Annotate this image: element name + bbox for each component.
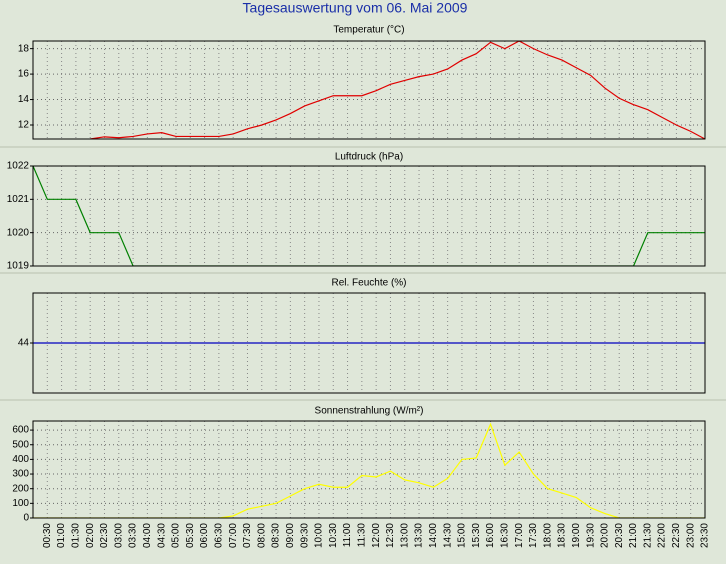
y-tick-label: 44 bbox=[18, 338, 30, 349]
x-tick-label: 07:00 bbox=[228, 523, 239, 548]
x-tick-label: 20:00 bbox=[600, 523, 611, 548]
x-tick-label: 19:00 bbox=[571, 523, 582, 548]
x-tick-label: 04:30 bbox=[156, 523, 167, 548]
x-tick-label: 10:00 bbox=[314, 523, 325, 548]
x-tick-label: 23:30 bbox=[700, 523, 711, 548]
y-tick-label: 18 bbox=[18, 43, 30, 54]
x-tick-label: 16:00 bbox=[485, 523, 496, 548]
x-tick-label: 14:30 bbox=[442, 523, 453, 548]
x-tick-label: 03:00 bbox=[113, 523, 124, 548]
y-tick-label: 0 bbox=[23, 513, 29, 524]
x-tick-label: 05:00 bbox=[171, 523, 182, 548]
plot-border bbox=[32, 165, 706, 267]
panel-title: Sonnenstrahlung (W/m²) bbox=[315, 406, 424, 417]
x-tick-label: 03:30 bbox=[128, 523, 139, 548]
x-tick-label: 17:00 bbox=[514, 523, 525, 548]
x-tick-label: 09:00 bbox=[285, 523, 296, 548]
x-tick-label: 22:30 bbox=[671, 523, 682, 548]
x-tick-label: 06:00 bbox=[199, 523, 210, 548]
y-tick-label: 16 bbox=[18, 69, 30, 80]
x-tick-label: 12:30 bbox=[385, 523, 396, 548]
panel-title: Temperatur (°C) bbox=[333, 25, 404, 36]
x-tick-label: 10:30 bbox=[328, 523, 339, 548]
y-tick-label: 14 bbox=[18, 94, 30, 105]
x-tick-label: 01:30 bbox=[71, 523, 82, 548]
x-tick-label: 04:00 bbox=[142, 523, 153, 548]
panel-title: Rel. Feuchte (%) bbox=[331, 278, 406, 289]
x-tick-label: 02:30 bbox=[99, 523, 110, 548]
x-tick-label: 01:00 bbox=[56, 523, 67, 548]
y-tick-label: 1022 bbox=[7, 161, 30, 172]
x-tick-label: 20:30 bbox=[614, 523, 625, 548]
page-title: Tagesauswertung vom 06. Mai 2009 bbox=[243, 0, 468, 16]
y-tick-label: 1021 bbox=[7, 194, 30, 205]
x-tick-label: 08:00 bbox=[256, 523, 267, 548]
x-tick-label: 17:30 bbox=[528, 523, 539, 548]
y-tick-label: 200 bbox=[12, 483, 29, 494]
plot-area bbox=[33, 41, 705, 139]
x-tick-label: 13:00 bbox=[399, 523, 410, 548]
x-tick-label: 21:00 bbox=[628, 523, 639, 548]
y-tick-label: 12 bbox=[18, 120, 30, 131]
x-tick-label: 18:30 bbox=[557, 523, 568, 548]
x-tick-label: 05:30 bbox=[185, 523, 196, 548]
x-tick-label: 06:30 bbox=[214, 523, 225, 548]
plot-border bbox=[32, 40, 706, 140]
x-tick-label: 23:00 bbox=[685, 523, 696, 548]
x-tick-label: 02:00 bbox=[85, 523, 96, 548]
y-tick-label: 500 bbox=[12, 439, 29, 450]
y-tick-label: 300 bbox=[12, 469, 29, 480]
y-tick-label: 1020 bbox=[7, 227, 30, 238]
y-tick-label: 1019 bbox=[7, 261, 30, 272]
x-tick-label: 19:30 bbox=[585, 523, 596, 548]
x-tick-label: 15:00 bbox=[457, 523, 468, 548]
y-tick-label: 600 bbox=[12, 425, 29, 436]
x-tick-label: 08:30 bbox=[271, 523, 282, 548]
x-tick-label: 07:30 bbox=[242, 523, 253, 548]
y-tick-label: 400 bbox=[12, 454, 29, 465]
x-tick-label: 16:30 bbox=[499, 523, 510, 548]
plot-border bbox=[32, 292, 706, 394]
x-tick-label: 22:00 bbox=[657, 523, 668, 548]
x-tick-label: 11:00 bbox=[342, 523, 353, 548]
plot-area bbox=[33, 166, 705, 266]
plot-border bbox=[32, 420, 706, 519]
x-tick-label: 12:00 bbox=[371, 523, 382, 548]
series-line bbox=[33, 422, 705, 518]
x-tick-label: 00:30 bbox=[42, 523, 53, 548]
panel-title: Luftdruck (hPa) bbox=[335, 152, 403, 163]
x-tick-label: 14:00 bbox=[428, 523, 439, 548]
x-tick-label: 21:30 bbox=[642, 523, 653, 548]
x-tick-label: 09:30 bbox=[299, 523, 310, 548]
x-tick-label: 15:30 bbox=[471, 523, 482, 548]
x-tick-label: 13:30 bbox=[414, 523, 425, 548]
series-line bbox=[90, 41, 705, 139]
x-tick-label: 18:00 bbox=[542, 523, 553, 548]
x-tick-label: 11:30 bbox=[356, 523, 367, 548]
y-tick-label: 100 bbox=[12, 498, 29, 509]
plot-area bbox=[33, 421, 705, 518]
